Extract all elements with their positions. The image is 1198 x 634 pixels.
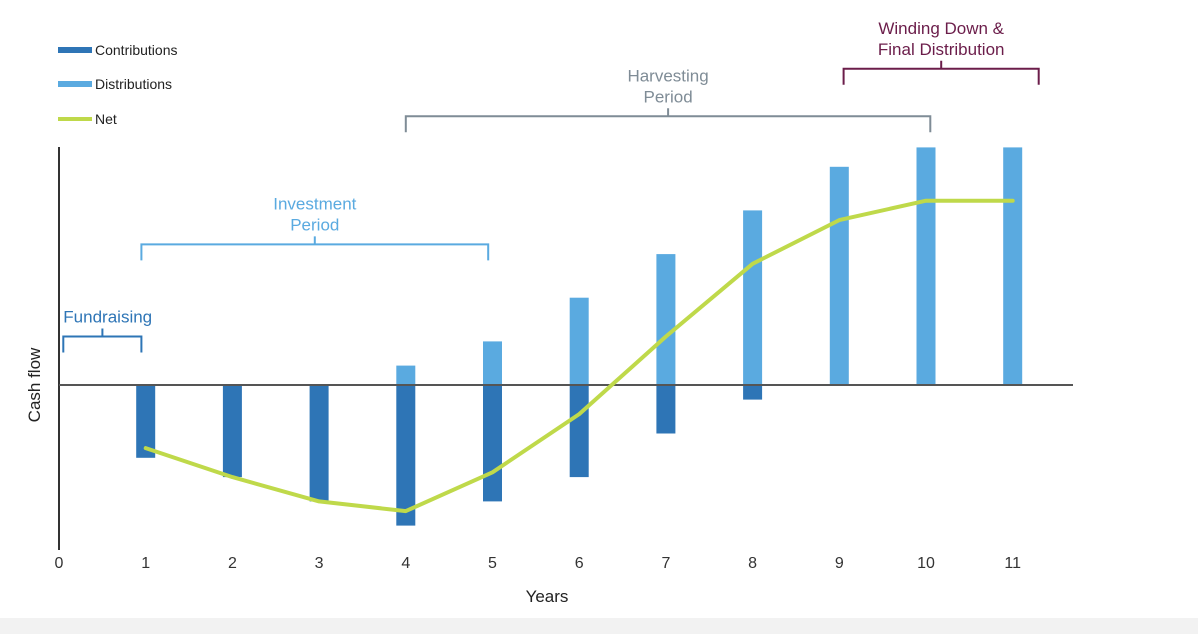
x-tick-label-2: 2 (228, 555, 237, 572)
investment-label-line-2: Period (290, 215, 339, 234)
x-tick-label-3: 3 (315, 555, 324, 572)
harvesting-label-line-1: Harvesting (627, 66, 708, 85)
y-axis-title: Cash flow (25, 347, 44, 422)
x-tick-label-10: 10 (917, 555, 935, 572)
legend-label-distributions: Distributions (95, 76, 172, 92)
x-tick-label-9: 9 (835, 555, 844, 572)
winding-down-label-line-2: Final Distribution (878, 40, 1005, 59)
axes (58, 147, 1073, 550)
contributions-bar-year-6 (569, 385, 589, 478)
distributions-bar-year-8 (743, 210, 763, 385)
legend-swatch-net (58, 117, 92, 121)
fundraising-annotation: Fundraising (62, 308, 152, 353)
fundraising-bracket (62, 328, 143, 353)
distributions-bar-year-9 (829, 166, 849, 385)
x-tick-label-4: 4 (401, 555, 410, 572)
distributions-bar-year-10 (916, 147, 936, 385)
contributions-bar-year-3 (309, 385, 329, 502)
contributions-bar-year-2 (222, 385, 242, 478)
distributions-bar-year-4 (396, 365, 416, 385)
winding-down-bracket (842, 60, 1040, 85)
phase-annotations: Fundraising Investment Period Harvesting Per… (62, 19, 1040, 353)
legend-label-net: Net (95, 111, 117, 127)
legend-swatch-distributions (58, 81, 92, 87)
distributions-bar-year-7 (656, 254, 676, 385)
x-tick-label-7: 7 (661, 555, 670, 572)
winding-down-label-line-1: Winding Down & (878, 19, 1004, 38)
harvesting-annotation: Harvesting Period (404, 66, 932, 133)
distributions-bar-year-11 (1003, 147, 1023, 385)
cash-flow-chart: Fundraising Investment Period Harvesting Per… (25, 19, 1073, 606)
x-tick-label-1: 1 (141, 555, 150, 572)
investment-label-line-1: Investment (273, 194, 356, 213)
contributions-bar-year-4 (396, 385, 416, 526)
harvesting-label-line-2: Period (644, 87, 693, 106)
harvesting-bracket (404, 108, 932, 133)
x-axis-title: Years (526, 587, 569, 606)
x-tick-label-8: 8 (748, 555, 757, 572)
x-tick-label-11: 11 (1004, 555, 1021, 572)
net-series (143, 198, 1015, 514)
legend-label-contributions: Contributions (95, 42, 178, 58)
contributions-bar-year-5 (483, 385, 502, 502)
bottom-band (0, 618, 1198, 634)
legend: Contributions Distributions Net (58, 42, 178, 127)
bars (136, 147, 1023, 526)
x-tick-label-0: 0 (55, 555, 64, 572)
distributions-bar-year-6 (569, 297, 589, 385)
contributions-bar-year-1 (136, 385, 156, 458)
contributions-bar-year-7 (656, 385, 676, 434)
x-tick-label-5: 5 (488, 555, 497, 572)
x-tick-label-6: 6 (575, 555, 584, 572)
investment-bracket (140, 236, 490, 261)
legend-swatch-contributions (58, 47, 92, 53)
net-line (143, 198, 1015, 514)
fundraising-label-line-1: Fundraising (63, 308, 152, 327)
winding-down-annotation: Winding Down & Final Distribution (842, 19, 1040, 85)
x-tick-labels: 0 1 2 3 4 5 6 7 8 9 10 11 (55, 555, 1022, 572)
investment-annotation: Investment Period (140, 194, 490, 261)
distributions-bar-year-5 (483, 341, 502, 385)
contributions-bar-year-8 (743, 385, 763, 400)
